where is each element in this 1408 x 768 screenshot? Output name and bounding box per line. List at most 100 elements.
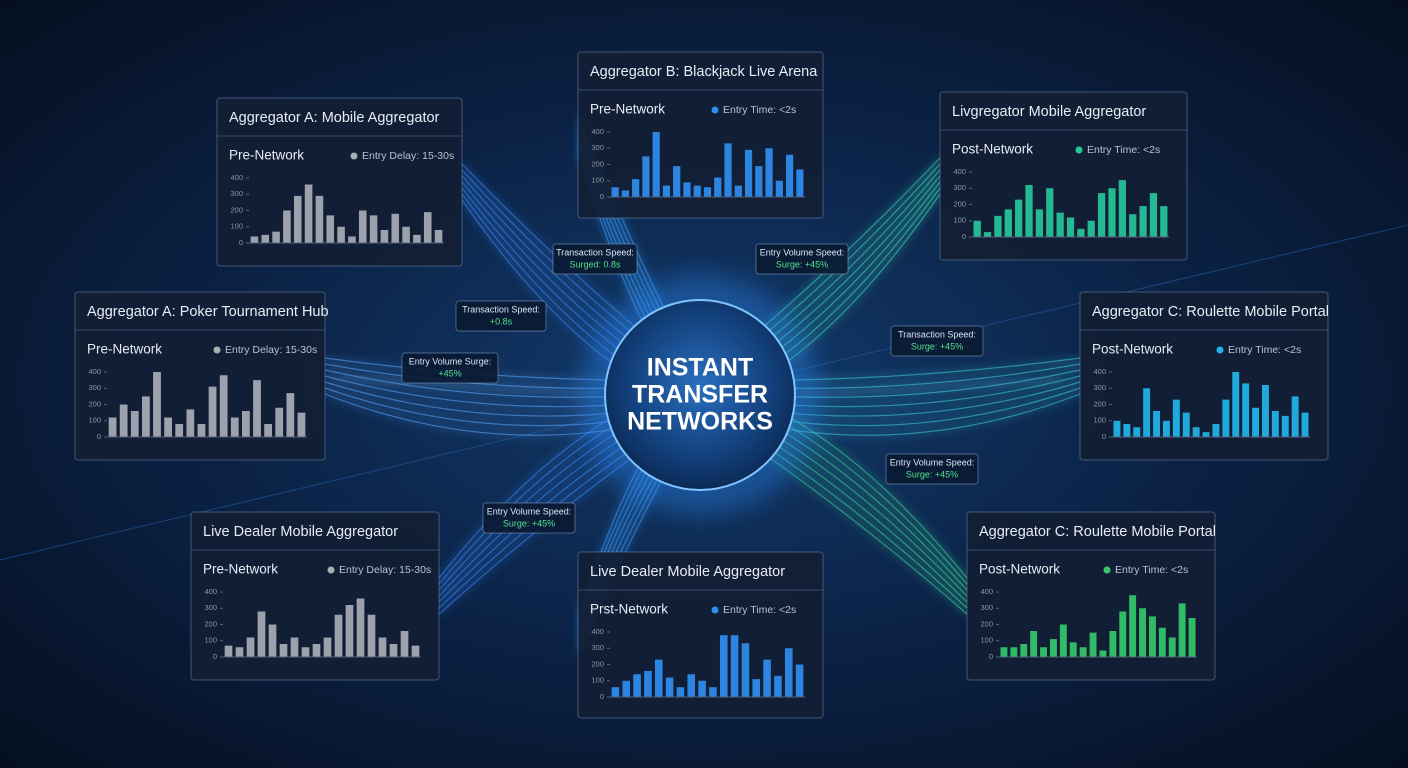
bar (1192, 427, 1200, 437)
bar (142, 396, 150, 437)
bar (1182, 412, 1190, 437)
badges: Transaction Speed: Surged: 0.8s Transactio… (401, 243, 984, 534)
bar (257, 611, 266, 657)
bar (983, 232, 992, 237)
badge-text: +45% (438, 368, 461, 378)
bar (611, 687, 620, 697)
panel-box (216, 97, 463, 267)
bar (654, 659, 663, 697)
bar (297, 412, 306, 437)
bar (1168, 637, 1176, 657)
bar (763, 659, 771, 697)
bar (261, 234, 270, 243)
y-tick-label: 400 (88, 367, 101, 376)
badge-text: Transaction Speed: (556, 247, 634, 257)
bar (164, 417, 172, 437)
legend-dot (213, 346, 221, 354)
legend-text: Entry Time: <2s (723, 104, 796, 116)
bar (1089, 632, 1097, 657)
y-tick-label: 200 (980, 619, 993, 628)
bar (1113, 420, 1121, 437)
y-tick-label: 100 (204, 636, 217, 645)
badge-text: +0.8s (490, 316, 513, 326)
bar (1015, 199, 1023, 237)
bar (1109, 631, 1117, 657)
bar (1281, 415, 1289, 437)
y-tick-label: 400 (953, 167, 966, 176)
legend-dot (1216, 346, 1224, 354)
bar (1133, 427, 1141, 437)
badge-text: Transaction Speed: (462, 304, 540, 314)
bar (268, 624, 277, 657)
bar (973, 220, 981, 237)
bar (219, 375, 228, 437)
legend-dot (327, 566, 335, 574)
bar (665, 677, 674, 697)
y-tick-label: 300 (204, 603, 217, 612)
bar (1172, 399, 1180, 437)
bar (1030, 631, 1038, 657)
y-tick-label: 100 (1093, 416, 1106, 425)
y-tick-label: 400 (230, 173, 243, 182)
bar (1143, 388, 1151, 437)
bar (1212, 424, 1220, 437)
bar (714, 177, 722, 197)
legend-text: Entry Delay: 15-30s (225, 344, 317, 356)
y-tick-label: 0 (989, 652, 993, 661)
badge (552, 243, 638, 275)
badge-text: Entry Volume Speed: (760, 247, 845, 257)
y-tick-label: 200 (204, 619, 217, 628)
bar (1261, 385, 1269, 437)
bar (1202, 432, 1210, 437)
bar (1004, 209, 1012, 237)
bar (391, 213, 400, 243)
panel: Aggregator C: Roulette Mobile Portal Post… (1079, 291, 1329, 461)
panel-subtitle: Post-Network (952, 142, 1033, 157)
panel-title: Aggregator C: Roulette Mobile Portal (979, 524, 1216, 540)
bar (1097, 193, 1106, 237)
bar (1162, 420, 1170, 437)
y-tick-label: 200 (591, 159, 604, 168)
bar (1301, 412, 1309, 437)
panel-title: Live Dealer Mobile Aggregator (590, 564, 785, 580)
bar (642, 156, 650, 197)
badge-text: Entry Volume Surge: (409, 356, 492, 366)
bar (1153, 411, 1161, 437)
bar (358, 210, 367, 243)
bar (1049, 639, 1057, 657)
bar (1129, 214, 1137, 237)
bar (709, 687, 717, 697)
bar (1271, 411, 1279, 437)
bar (197, 424, 206, 437)
legend-text: Entry Time: <2s (723, 604, 796, 616)
badge (482, 502, 576, 534)
bar (378, 637, 387, 657)
y-tick-label: 200 (1093, 399, 1106, 408)
bar (1099, 650, 1107, 657)
y-tick-label: 100 (88, 416, 101, 425)
bar (413, 234, 421, 243)
badge-text: Entry Volume Speed: (487, 506, 572, 516)
bar (367, 614, 376, 657)
bar (253, 380, 261, 437)
bar (334, 614, 343, 657)
y-tick-label: 300 (591, 143, 604, 152)
bar (242, 411, 250, 437)
bar (279, 644, 288, 657)
legend-dot (711, 106, 719, 114)
y-tick-label: 200 (591, 659, 604, 668)
panel-subtitle: Post-Network (979, 562, 1060, 577)
bar (1242, 383, 1250, 437)
y-tick-label: 300 (953, 183, 966, 192)
bar (1148, 616, 1156, 657)
y-tick-label: 100 (591, 176, 604, 185)
bar (369, 215, 378, 243)
bar (323, 637, 332, 657)
legend-text: Entry Time: <2s (1228, 344, 1301, 356)
bar (755, 166, 763, 197)
panel-subtitle: Post-Network (1092, 342, 1173, 357)
bar (293, 195, 302, 243)
bar (662, 185, 671, 197)
bar (304, 184, 313, 243)
